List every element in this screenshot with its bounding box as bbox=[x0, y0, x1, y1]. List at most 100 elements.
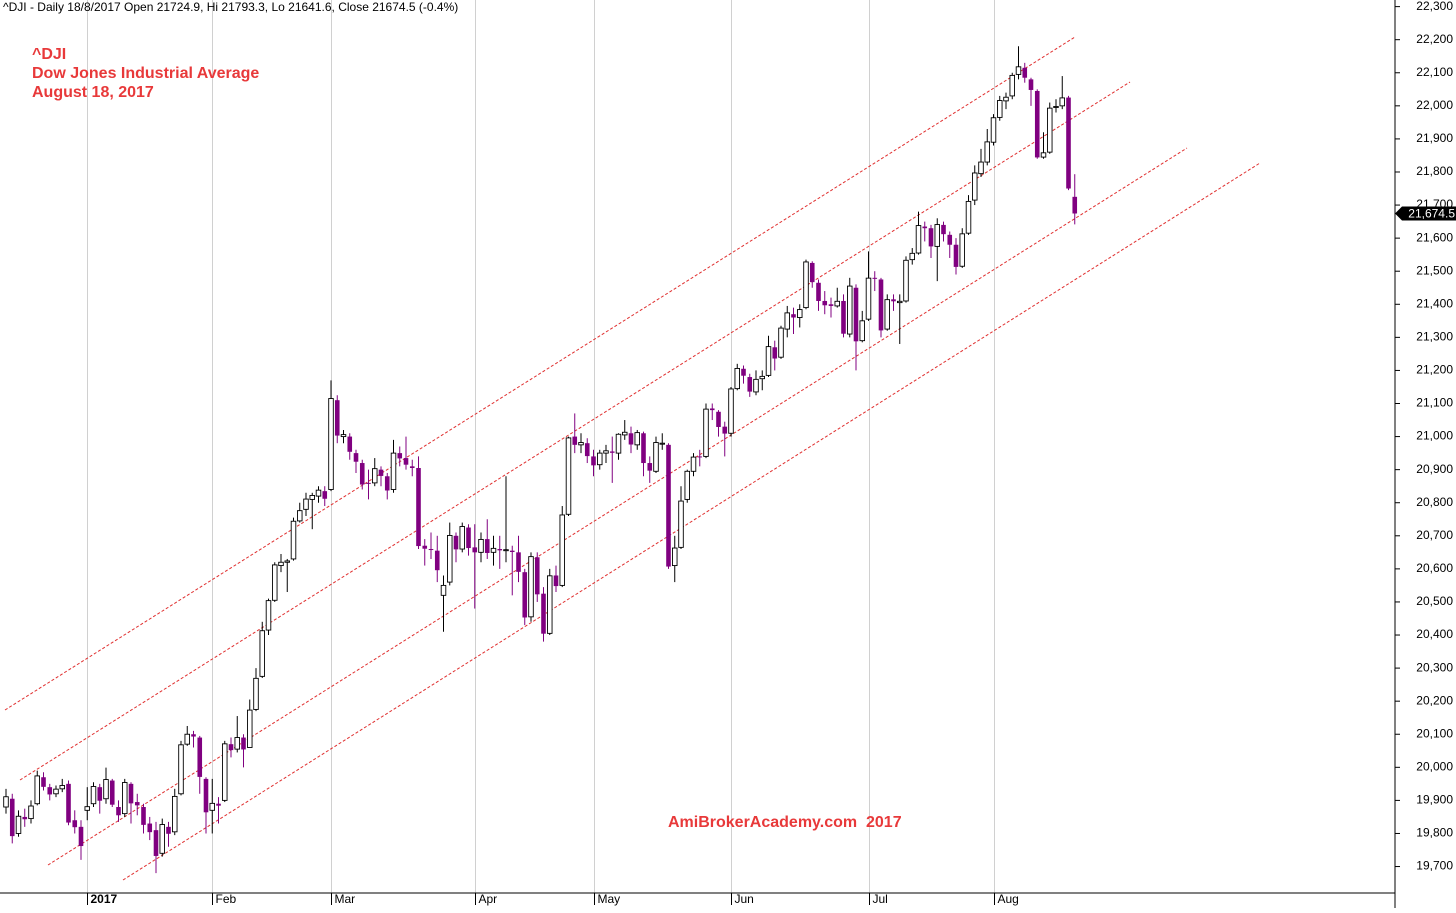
candle-body bbox=[1009, 74, 1016, 97]
candle-body bbox=[672, 547, 678, 567]
candle-body bbox=[615, 433, 622, 454]
candle-body bbox=[459, 526, 466, 550]
candle-body bbox=[565, 437, 572, 515]
candle-body bbox=[690, 456, 697, 472]
candle-body bbox=[778, 327, 784, 358]
annotation: ^DJI bbox=[32, 46, 66, 63]
candle-body bbox=[390, 452, 397, 490]
candle-body bbox=[466, 527, 471, 549]
x-tick-label: Jul bbox=[873, 892, 888, 906]
candle-body bbox=[641, 433, 646, 464]
candle-body bbox=[303, 498, 309, 510]
watermark: AmiBrokerAcademy.com 2017 bbox=[668, 814, 902, 831]
candle-body bbox=[3, 796, 9, 808]
candle-body bbox=[809, 262, 815, 283]
candle-body bbox=[772, 347, 778, 359]
candle-body bbox=[553, 575, 559, 587]
chart-title: ^DJI - Daily 18/8/2017 Open 21724.9, Hi … bbox=[3, 0, 458, 14]
candle-body bbox=[509, 550, 515, 553]
candle-body bbox=[903, 259, 909, 302]
annotation: Dow Jones Industrial Average bbox=[32, 65, 259, 82]
candle-body bbox=[765, 346, 772, 376]
candle-body bbox=[297, 510, 303, 522]
candle-body bbox=[978, 161, 984, 175]
candle-body bbox=[522, 572, 528, 618]
candle-body bbox=[697, 456, 703, 458]
y-tick-label: 21,800 bbox=[1416, 164, 1453, 178]
candle-body bbox=[228, 744, 234, 751]
candle-body bbox=[959, 233, 966, 267]
candle-body bbox=[891, 299, 896, 302]
candle-body bbox=[340, 434, 347, 438]
candle-body bbox=[559, 514, 566, 586]
candle-body bbox=[490, 547, 497, 553]
candle-body bbox=[184, 733, 190, 745]
candle-body bbox=[841, 300, 846, 334]
y-tick-label: 22,200 bbox=[1416, 32, 1453, 46]
candle-body bbox=[103, 779, 109, 800]
y-tick-label: 22,300 bbox=[1416, 0, 1453, 13]
candle-body bbox=[209, 802, 215, 811]
candle-body bbox=[878, 279, 884, 331]
candle-body bbox=[78, 826, 84, 847]
candle-body bbox=[659, 442, 666, 445]
candle-body bbox=[422, 545, 428, 549]
candles bbox=[3, 46, 1078, 874]
candle-body bbox=[359, 463, 365, 485]
candle-body bbox=[147, 823, 153, 833]
candle-body bbox=[1046, 107, 1053, 153]
candle-body bbox=[90, 786, 97, 805]
candle-body bbox=[403, 458, 409, 465]
y-tick-label: 20,500 bbox=[1416, 594, 1453, 608]
candle-body bbox=[397, 453, 403, 459]
candle-body bbox=[541, 593, 546, 634]
y-tick-label: 20,800 bbox=[1416, 495, 1453, 509]
candle-body bbox=[28, 805, 34, 820]
candle-body bbox=[416, 467, 421, 547]
candle-body bbox=[440, 584, 447, 596]
last-price-label: 21,674.5 bbox=[1408, 207, 1455, 221]
x-tick-label: Mar bbox=[335, 892, 356, 906]
candle-body bbox=[259, 630, 266, 677]
y-tick-label: 21,200 bbox=[1416, 363, 1453, 377]
candle-body bbox=[478, 538, 484, 553]
candle-body bbox=[947, 234, 953, 245]
candle-body bbox=[1053, 106, 1059, 108]
candle-body bbox=[84, 806, 90, 811]
candle-body bbox=[191, 734, 196, 737]
candle-body bbox=[591, 456, 596, 466]
candle-body bbox=[15, 815, 22, 834]
y-tick-label: 22,100 bbox=[1416, 65, 1453, 79]
candle-body bbox=[1028, 79, 1034, 90]
candle-body bbox=[853, 287, 859, 342]
candle-body bbox=[997, 100, 1003, 118]
candle-body bbox=[9, 798, 15, 837]
candle-body bbox=[59, 785, 66, 790]
candle-body bbox=[703, 408, 709, 457]
candle-body bbox=[1059, 97, 1065, 107]
y-tick-label: 21,400 bbox=[1416, 296, 1453, 310]
candle-body bbox=[909, 252, 916, 261]
candle-body bbox=[159, 824, 165, 854]
candle-body bbox=[34, 775, 41, 805]
y-tick-label: 20,400 bbox=[1416, 627, 1453, 641]
candle-body bbox=[134, 802, 140, 806]
candle-body bbox=[578, 442, 584, 446]
candle-body bbox=[322, 491, 328, 499]
candle-body bbox=[572, 436, 578, 445]
candle-body bbox=[309, 494, 316, 500]
candle-body bbox=[953, 244, 959, 267]
candle-body bbox=[822, 300, 828, 306]
candle-body bbox=[634, 432, 641, 446]
y-tick-label: 20,200 bbox=[1416, 693, 1453, 707]
candle-body bbox=[246, 709, 253, 748]
candle-body bbox=[1015, 66, 1022, 75]
x-tick-label: Apr bbox=[479, 892, 498, 906]
candle-body bbox=[1022, 67, 1028, 78]
candle-body bbox=[872, 277, 878, 279]
candle-body bbox=[353, 453, 359, 462]
candle-body bbox=[241, 737, 246, 750]
y-tick-label: 21,000 bbox=[1416, 429, 1453, 443]
candle-body bbox=[934, 224, 941, 247]
